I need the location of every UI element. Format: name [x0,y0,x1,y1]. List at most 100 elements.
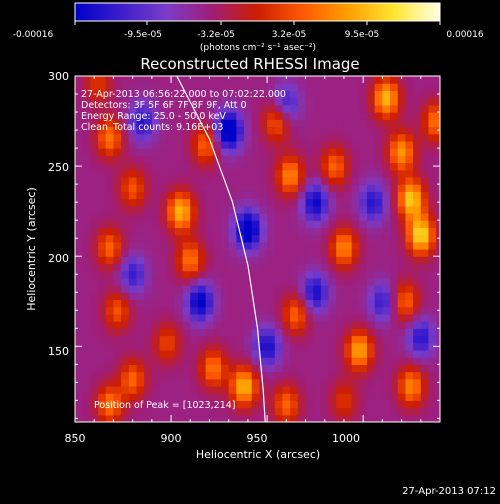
heatmap-cell [305,97,314,106]
heatmap-cell [343,393,353,401]
heatmap-cell [336,407,345,416]
heatmap-cell [90,241,99,250]
heatmap-cell [105,198,115,207]
heatmap-cell [351,335,360,344]
heatmap-cell [297,104,307,113]
heatmap-cell [82,90,91,99]
heatmap-cell [320,148,330,156]
heatmap-cell [105,306,115,315]
heatmap-cell [105,205,115,214]
heatmap-cell [382,385,391,394]
heatmap-cell [136,133,145,142]
heatmap-cell [251,140,261,149]
heatmap-cell [374,133,383,142]
heatmap-cell [413,292,422,301]
heatmap-cell [151,227,161,236]
heatmap-cell [182,349,191,358]
heatmap-cell [251,220,261,228]
heatmap-cell [121,83,130,92]
heatmap-cell [105,83,115,92]
heatmap-cell [121,162,130,171]
heatmap-cell [144,176,153,185]
heatmap-cell [405,263,414,272]
heatmap-cell [420,241,430,250]
heatmap-cell [128,328,138,337]
heatmap-cell [297,306,307,315]
heatmap-cell [159,234,168,243]
heatmap-cell [151,335,161,344]
heatmap-cell [90,292,99,301]
heatmap-cell [167,407,176,416]
heatmap-cell [420,220,430,228]
heatmap-cell [282,385,291,394]
heatmap-cell [213,205,222,214]
heatmap-cell [351,277,360,286]
heatmap-cell [128,126,138,135]
heatmap-cell [213,83,222,92]
heatmap-cell [159,119,168,128]
heatmap-cell [382,112,391,120]
heatmap-cell [297,169,307,178]
heatmap-cell [167,357,176,365]
heatmap-cell [113,371,122,380]
heatmap-cell [413,371,422,380]
heatmap-cell [320,184,330,192]
heatmap-cell [90,133,99,142]
heatmap-cell [197,198,207,207]
heatmap-cell [374,83,383,92]
heatmap-cell [436,299,440,308]
heatmap-cell [420,83,430,92]
heatmap-cell [236,112,245,120]
heatmap-cell [382,140,391,149]
heatmap-cell [121,385,130,394]
heatmap-cell [259,169,268,178]
heatmap-cell [436,169,440,178]
heatmap-cell [282,133,291,142]
heatmap-cell [236,126,245,135]
heatmap-cell [413,256,422,265]
heatmap-cell [390,205,399,214]
heatmap-cell [75,385,84,394]
heatmap-cell [397,313,407,322]
heatmap-cell [197,126,207,135]
heatmap-cell [290,220,299,228]
heatmap-cell [267,328,276,337]
heatmap-cell [113,321,122,329]
heatmap-cell [397,263,407,272]
heatmap-cell [105,191,115,200]
heatmap-cell [205,76,214,84]
heatmap-cell [90,184,99,192]
heatmap-cell [336,277,345,286]
heatmap-cell [174,328,184,337]
heatmap-cell [113,385,122,394]
heatmap-cell [405,285,414,293]
heatmap-cell [205,227,214,236]
heatmap-cell [290,328,299,337]
heatmap-cell [297,119,307,128]
heatmap-cell [297,76,307,84]
heatmap-cell [359,321,368,329]
heatmap-cell [274,256,284,265]
heatmap-cell [197,285,207,293]
heatmap-cell [382,328,391,337]
heatmap-cell [313,184,322,192]
heatmap-cell [359,133,368,142]
heatmap-cell [313,349,322,358]
heatmap-cell [343,328,353,337]
heatmap-cell [182,176,191,185]
heatmap-cell [144,277,153,286]
heatmap-cell [98,292,107,301]
heatmap-cell [121,90,130,99]
heatmap-cell [228,285,237,293]
heatmap-cell [205,140,214,149]
heatmap-cell [105,220,115,228]
heatmap-cell [290,176,299,185]
heatmap-cell [305,285,314,293]
heatmap-cell [343,256,353,265]
heatmap-cell [159,198,168,207]
heatmap-cell [390,414,399,422]
heatmap-cell [213,328,222,337]
heatmap-cell [351,220,360,228]
heatmap-cell [374,119,383,128]
